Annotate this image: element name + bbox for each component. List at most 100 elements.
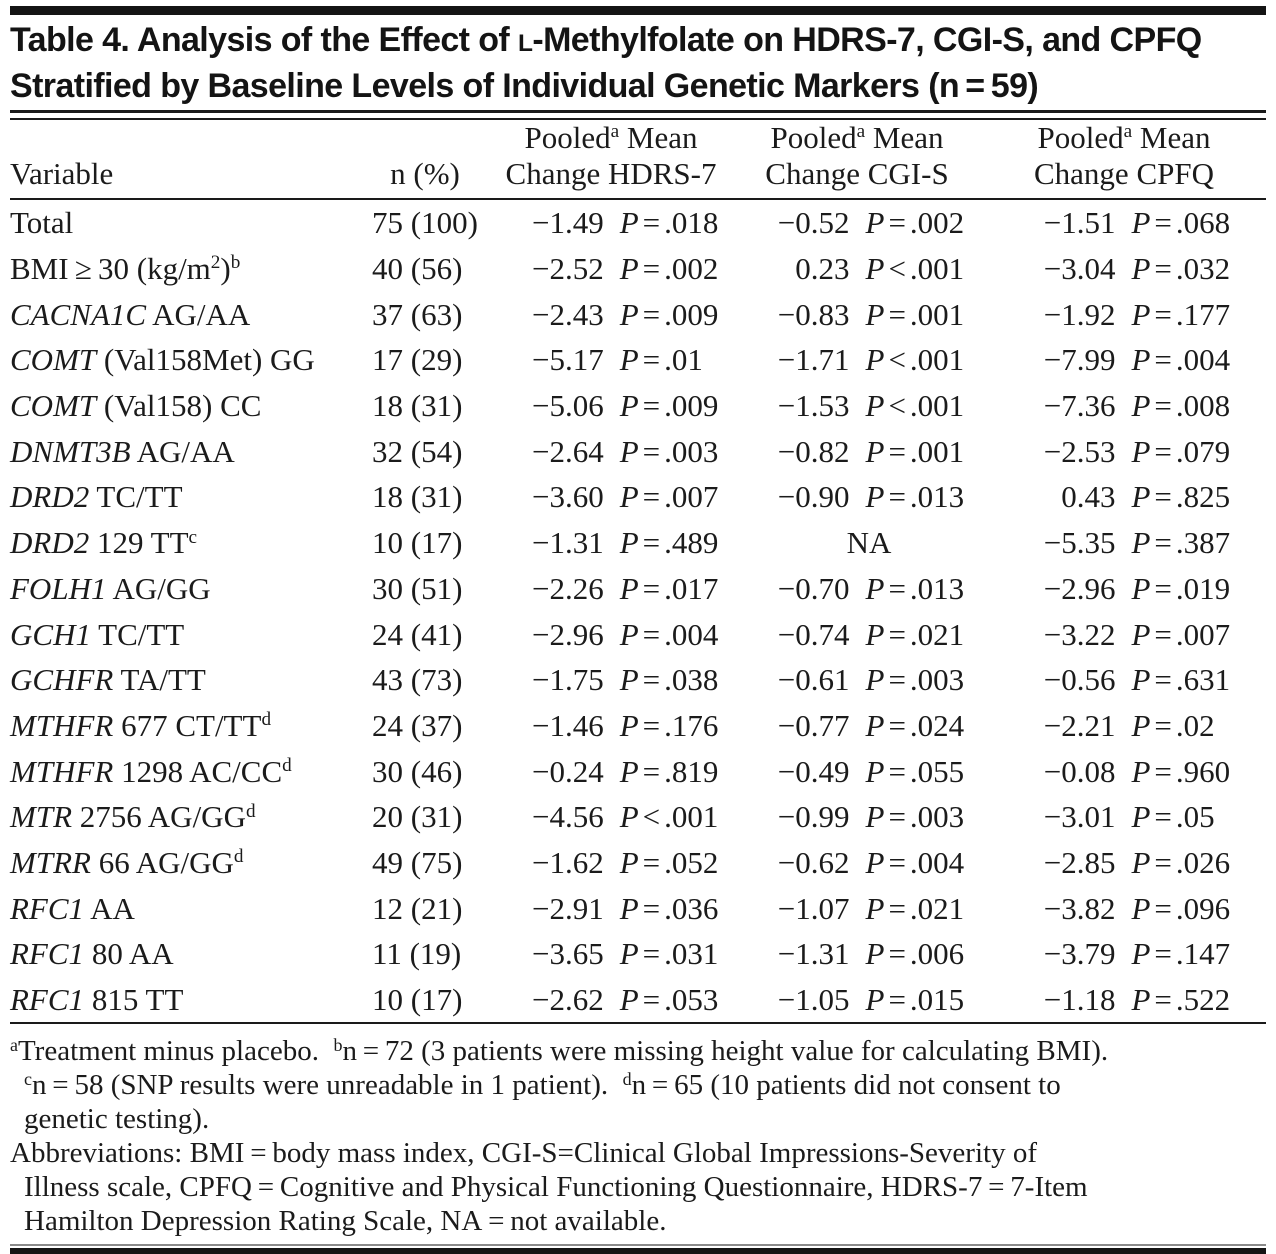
- p-value: P = .003: [865, 799, 965, 835]
- col-header-cgis: Pooleda Mean Change CGI-S: [732, 120, 982, 200]
- mean-change-value: −0.74: [777, 616, 850, 652]
- p-value: P = .053: [619, 982, 719, 1018]
- p-value: P = .068: [1131, 205, 1231, 241]
- title-rule-thick: [10, 110, 1266, 113]
- table-row: DRD2 TC/TT 18 (31) −3.60 P = .007 −0.90 P = .013 0…: [10, 474, 1266, 520]
- p-value: P = .177: [1131, 296, 1231, 332]
- variable-cell: Total: [10, 205, 74, 241]
- p-value: P = .021: [865, 890, 965, 926]
- col-header-cpfq: Pooleda Mean Change CPFQ: [982, 120, 1266, 200]
- mean-change-value: −3.82: [1043, 890, 1116, 926]
- mean-change-value: −2.21: [1043, 707, 1116, 743]
- change-cell: 0.23 P < .001: [732, 253, 982, 284]
- mean-change-value: −3.04: [1043, 251, 1116, 287]
- table-row: MTHFR 1298 AC/CCd 30 (46) −0.24 P = .819 −0.49…: [10, 748, 1266, 794]
- mean-change-value: −0.90: [777, 479, 850, 515]
- p-value: P < .001: [619, 799, 719, 835]
- table-row: COMT (Val158) CC 18 (31) −5.06 P = .009 −1.53 P…: [10, 383, 1266, 429]
- p-value: P = .017: [619, 570, 719, 606]
- change-cell: −2.96 P = .004: [490, 619, 732, 650]
- variable-cell: DRD2 TC/TT: [10, 479, 183, 515]
- p-value: P = .013: [865, 479, 965, 515]
- table-row: RFC1 AA 12 (21) −2.91 P = .036 −1.07 P = .021 −3.8…: [10, 885, 1266, 931]
- mean-change-value: −1.18: [1043, 982, 1116, 1018]
- mean-change-value: −1.51: [1043, 205, 1116, 241]
- variable-cell: GCHFR TA/TT: [10, 662, 206, 698]
- mean-change-value: 0.43: [1061, 479, 1116, 515]
- table-row: COMT (Val158Met) GG 17 (29) −5.17 P = .01 −1.7…: [10, 337, 1266, 383]
- change-cell: −1.92 P = .177: [982, 299, 1266, 330]
- table-row: RFC1 815 TT 10 (17) −2.62 P = .053 −1.05 P = .015…: [10, 977, 1266, 1023]
- table-row: MTRR 66 AG/GGd 49 (75) −1.62 P = .052 −0.62 P =.…: [10, 840, 1266, 886]
- p-value: P = .008: [1131, 388, 1231, 424]
- p-value: P = .032: [1131, 251, 1231, 287]
- p-value: P = .176: [619, 707, 719, 743]
- p-value: P = .825: [1131, 479, 1231, 515]
- n-percent-cell: 30 (51): [372, 570, 463, 606]
- mean-change-value: −3.22: [1043, 616, 1116, 652]
- change-cell: −0.70 P = .013: [732, 573, 982, 604]
- mean-change-value: −7.36: [1043, 388, 1116, 424]
- change-cell: −0.52 P = .002: [732, 207, 982, 238]
- mean-change-value: −0.56: [1043, 662, 1116, 698]
- mean-change-value: −0.77: [777, 707, 850, 743]
- p-value: P = .960: [1131, 753, 1231, 789]
- p-value: P < .001: [865, 251, 965, 287]
- change-cell: −1.31 P = .489: [490, 527, 732, 558]
- p-value: P = .003: [619, 433, 719, 469]
- p-value: P = .01: [619, 342, 703, 378]
- table-title: Table 4. Analysis of the Effect of L-Met…: [10, 21, 1202, 105]
- table-row: RFC1 80 AA 11 (19) −3.65 P = .031 −1.31 P = .006−…: [10, 931, 1266, 977]
- change-cell: 0.43 P = .825: [982, 481, 1266, 512]
- table-row: Total 75 (100) −1.49 P = .018 −0.52 P = .002 −1.51…: [10, 200, 1266, 246]
- change-cell: NA: [732, 527, 982, 558]
- footnote-abbreviations: Abbreviations: BMI = body mass index, CG…: [10, 1137, 1088, 1238]
- change-cell: −2.26 P = .017: [490, 573, 732, 604]
- mean-change-value: −1.75: [532, 662, 604, 698]
- p-value: P = .009: [619, 388, 719, 424]
- p-value: P = .006: [865, 936, 965, 972]
- table-row: MTR 2756 AG/GGd 20 (31) −4.56 P < .001 −0.99 P =…: [10, 794, 1266, 840]
- p-value: P = .02: [1131, 707, 1215, 743]
- n-percent-cell: 18 (31): [372, 479, 463, 515]
- change-cell: −1.05 P = .015: [732, 984, 982, 1015]
- mean-change-value: −3.65: [532, 936, 604, 972]
- p-value: P = .026: [1131, 844, 1231, 880]
- change-cell: −3.60 P = .007: [490, 481, 732, 512]
- n-percent-cell: 49 (75): [372, 844, 463, 880]
- mean-change-value: −2.26: [532, 570, 604, 606]
- header-rule: [10, 198, 1266, 200]
- mean-change-value: 0.23: [795, 251, 850, 287]
- change-cell: −1.75 P = .038: [490, 664, 732, 695]
- mean-change-value: −2.96: [532, 616, 604, 652]
- mean-change-value: −2.62: [532, 982, 604, 1018]
- table-row: GCHFR TA/TT 43 (73) −1.75 P = .038 −0.61 P = .003…: [10, 657, 1266, 703]
- mean-change-value: −7.99: [1043, 342, 1116, 378]
- mean-change-value: −0.83: [777, 296, 850, 332]
- p-value: P = .819: [619, 753, 719, 789]
- change-cgis-label: Change CGI-S: [765, 156, 949, 191]
- mean-change-value: −1.62: [532, 844, 604, 880]
- change-cell: −0.82 P = .001: [732, 436, 982, 467]
- change-cell: −1.49 P = .018: [490, 207, 732, 238]
- change-cell: −2.43 P = .009: [490, 299, 732, 330]
- n-percent-cell: 40 (56): [372, 251, 463, 287]
- mean-change-value: −2.43: [532, 296, 604, 332]
- mean-change-value: −0.08: [1043, 753, 1116, 789]
- p-value: P = .013: [865, 570, 965, 606]
- change-cell: −2.91 P = .036: [490, 893, 732, 924]
- p-value: P = .002: [619, 251, 719, 287]
- change-cell: −1.51 P = .068: [982, 207, 1266, 238]
- mean-change-value: −2.96: [1043, 570, 1116, 606]
- change-cell: −2.52 P = .002: [490, 253, 732, 284]
- n-percent-cell: 43 (73): [372, 662, 463, 698]
- p-value: P < .001: [865, 342, 965, 378]
- table-row: DNMT3B AG/AA 32 (54) −2.64 P = .003 −0.82 P = .00…: [10, 428, 1266, 474]
- variable-cell: MTR 2756 AG/GGd: [10, 799, 256, 835]
- p-value: P = .004: [1131, 342, 1231, 378]
- n-percent-cell: 37 (63): [372, 296, 463, 332]
- mean-change-value: −2.85: [1043, 844, 1116, 880]
- change-cell: −3.82 P = .096: [982, 893, 1266, 924]
- change-cell: −1.07 P = .021: [732, 893, 982, 924]
